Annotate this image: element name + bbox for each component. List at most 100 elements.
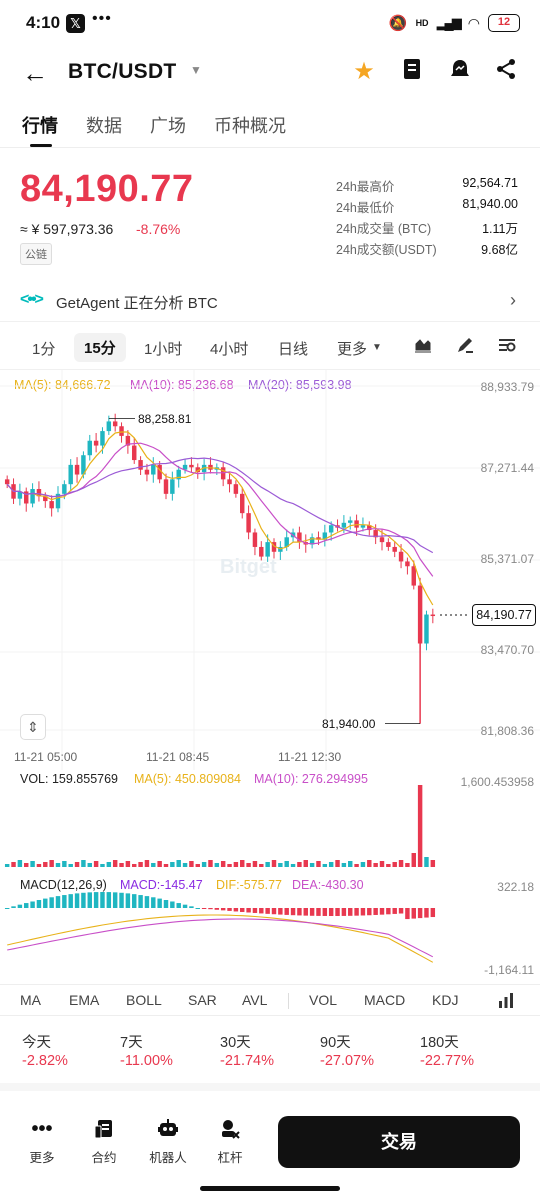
pair-dropdown-icon[interactable]: ▼ <box>190 63 202 77</box>
volume-bar <box>170 862 175 867</box>
chart-grid <box>0 370 540 770</box>
notes-icon[interactable] <box>398 58 426 86</box>
indicator-ema[interactable]: EMA <box>69 992 100 1008</box>
candle-body <box>240 493 245 514</box>
macd-bar <box>201 908 207 909</box>
timeframe-more[interactable]: 更多 <box>337 341 368 358</box>
volume-bar <box>220 861 226 867</box>
volume-bar <box>30 861 35 867</box>
bitget-watermark: Bitget <box>220 556 277 578</box>
tab-coin-overview[interactable]: 币种概况 <box>214 116 286 136</box>
candle-body <box>265 542 270 557</box>
perf-value-30d: -21.74% <box>220 1053 275 1069</box>
dea-legend: DEA:-430.30 <box>292 878 364 892</box>
macd-bar <box>138 895 143 908</box>
moving-average-lines <box>6 431 434 606</box>
macd-bar <box>36 900 42 908</box>
nav-more-label: 更多 <box>29 1151 55 1165</box>
contract-icon <box>84 1118 124 1140</box>
volume-bar <box>227 864 232 867</box>
alert-bell-icon[interactable] <box>446 58 474 86</box>
timeframe-4h[interactable]: 4小时 <box>210 341 249 358</box>
expand-chart-icon[interactable]: ⇕ <box>20 714 46 740</box>
current-price-tag[interactable]: 84,190.77 <box>472 604 536 626</box>
macd-bar <box>360 908 366 916</box>
macd-bar <box>398 908 404 914</box>
nav-leverage-label: 杠杆 <box>217 1151 243 1165</box>
volume-bar <box>157 861 162 867</box>
candle-body <box>360 525 366 528</box>
volume-bar <box>43 862 48 867</box>
draw-pen-icon[interactable] <box>456 336 474 359</box>
volume-bar <box>201 862 207 867</box>
indicator-vol[interactable]: VOL <box>309 992 338 1008</box>
macd-bar <box>151 897 156 908</box>
stat-label-volume: 24h成交量 (BTC) <box>336 222 432 236</box>
macd-bar <box>341 908 347 916</box>
dif-line <box>7 914 434 963</box>
perf-value-today: -2.82% <box>22 1053 68 1069</box>
app-header: ← BTC/USDT ▼ ★ <box>0 46 540 100</box>
candle-body <box>348 520 353 523</box>
chart-settings-icon[interactable] <box>498 336 516 359</box>
volume-bar <box>106 862 112 867</box>
indicator-macd[interactable]: MACD <box>364 992 406 1008</box>
macd-bar <box>220 908 226 911</box>
macd-bar <box>17 904 23 908</box>
indicator-ma[interactable]: MA <box>20 992 41 1008</box>
timeframe-1h[interactable]: 1小时 <box>144 341 183 358</box>
macd-bar <box>49 897 54 908</box>
perf-label-90d: 90天 <box>320 1035 351 1051</box>
ma-line <box>6 457 434 554</box>
pair-title[interactable]: BTC/USDT <box>68 60 177 83</box>
trade-button[interactable]: 交易 <box>278 1116 520 1168</box>
indicator-kdj[interactable]: KDJ <box>432 992 459 1008</box>
volume-bars <box>4 785 436 867</box>
more-caret-icon[interactable]: ▼ <box>372 342 382 353</box>
candle-body <box>309 537 315 545</box>
timeframe-15m[interactable]: 15分 <box>74 333 126 362</box>
tab-square[interactable]: 广场 <box>150 116 186 136</box>
getagent-banner[interactable]: <••> GetAgent 正在分析 BTC › <box>0 282 540 322</box>
nav-leverage[interactable]: 杠杆 <box>210 1118 250 1166</box>
tab-market[interactable]: 行情 <box>22 116 58 136</box>
volume-bar <box>87 863 92 867</box>
getagent-text: GetAgent 正在分析 BTC <box>56 295 218 312</box>
dea-line <box>7 918 434 958</box>
share-icon[interactable] <box>492 58 520 86</box>
nav-more[interactable]: ••• 更多 <box>22 1118 62 1166</box>
volume-bar <box>259 864 264 867</box>
macd-bar <box>68 894 73 908</box>
nav-contract[interactable]: 合约 <box>84 1118 124 1166</box>
volume-bar <box>328 862 334 867</box>
status-icons: 🔕 HD ▂▄▆ ◠ 12 <box>389 12 520 34</box>
macd-bar <box>81 892 86 908</box>
hd-signal-icon: HD <box>415 18 429 28</box>
indicator-sar[interactable]: SAR <box>188 992 217 1008</box>
timeframe-1m[interactable]: 1分 <box>32 341 56 358</box>
back-arrow-icon[interactable]: ← <box>22 58 48 88</box>
volume-bar <box>354 864 359 867</box>
y-label: 88,933.79 <box>480 380 534 394</box>
macd-bar <box>157 898 162 908</box>
volume-bar <box>284 861 289 867</box>
status-bar: 4:10 𝕏 ••• 🔕 HD ▂▄▆ ◠ 12 <box>0 0 540 46</box>
chart-type-icon[interactable] <box>414 336 432 359</box>
more-dots-icon: ••• <box>31 1118 53 1140</box>
candle-body <box>68 464 73 485</box>
macd-bar <box>227 908 232 911</box>
nav-robot[interactable]: 机器人 <box>148 1118 188 1166</box>
timeframe-bar: 1分 15分 1小时 4小时 日线 更多 ▼ <box>0 326 540 370</box>
candlestick-chart[interactable] <box>0 370 540 982</box>
timeframe-1d[interactable]: 日线 <box>278 341 309 358</box>
macd-bar <box>297 908 302 916</box>
favorite-star-icon[interactable]: ★ <box>353 58 375 85</box>
candle-body <box>132 445 137 461</box>
tab-data[interactable]: 数据 <box>86 116 122 136</box>
macd-bar <box>348 908 353 916</box>
indicator-boll[interactable]: BOLL <box>126 992 162 1008</box>
indicator-settings-icon[interactable] <box>496 990 516 1013</box>
x-app-icon: 𝕏 <box>66 14 85 33</box>
indicator-avl[interactable]: AVL <box>242 992 268 1008</box>
vol-ma10-legend: MA(10): 276.294995 <box>254 772 368 786</box>
